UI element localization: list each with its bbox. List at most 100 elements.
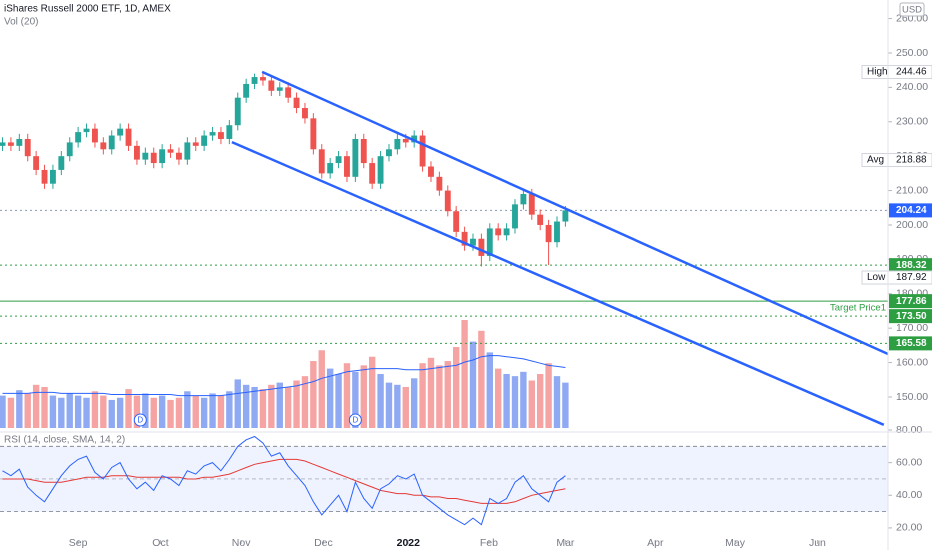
x-tick-label: Jun xyxy=(809,537,826,549)
candle-body xyxy=(58,156,65,170)
stat-value: 187.92 xyxy=(896,272,927,283)
volume-bar xyxy=(133,395,141,428)
candle-body xyxy=(201,135,208,146)
price-tag xyxy=(889,203,932,218)
price-tag-label: 173.50 xyxy=(896,311,927,322)
currency-box[interactable] xyxy=(899,2,925,17)
candle-body xyxy=(142,152,149,160)
rsi-tick-label: 80.00 xyxy=(896,424,922,436)
candle-body xyxy=(545,224,552,243)
candle-body xyxy=(428,166,434,177)
volume-bar xyxy=(0,395,6,428)
stat-box xyxy=(861,65,932,80)
y-tick-label: 210.00 xyxy=(896,184,928,196)
price-tag-label: 177.86 xyxy=(896,296,927,307)
volume-bar xyxy=(553,376,561,428)
candle-body xyxy=(276,87,283,91)
rsi-tick-label: 60.00 xyxy=(896,456,922,468)
candle-body xyxy=(293,97,300,109)
trend-channel-line xyxy=(231,140,885,426)
y-tick-label: 170.00 xyxy=(896,322,928,334)
volume-bar xyxy=(184,391,191,428)
volume-bar xyxy=(7,397,15,428)
volume-bar xyxy=(436,365,443,428)
x-tick-label: Oct xyxy=(152,537,168,549)
rsi-label: RSI (14, close, SMA, 14, 2) xyxy=(4,435,125,446)
volume-bar xyxy=(242,384,250,428)
volume-bar xyxy=(326,368,334,428)
candle-body xyxy=(100,142,107,150)
volume-bar xyxy=(410,378,418,428)
y-tick-label: 200.00 xyxy=(896,219,928,231)
volume-bar xyxy=(385,382,393,428)
x-tick-label: Apr xyxy=(647,537,664,549)
y-tick-label: 240.00 xyxy=(896,81,928,93)
candle-body xyxy=(167,149,174,153)
volume-bar xyxy=(469,341,477,428)
x-tick-label: Feb xyxy=(480,537,498,549)
candle-body xyxy=(24,138,31,157)
volume-bar xyxy=(192,395,199,428)
candle-body xyxy=(495,228,502,236)
candle-body xyxy=(251,77,258,84)
candle-body xyxy=(478,238,485,256)
candle-body xyxy=(302,108,308,119)
volume-bar xyxy=(226,391,233,428)
candle-body xyxy=(310,118,317,150)
stat-box xyxy=(861,153,932,168)
volume-bar xyxy=(520,371,527,428)
volume-bar xyxy=(537,374,544,428)
candle-body xyxy=(7,142,14,146)
x-tick-label: May xyxy=(725,537,746,549)
volume-bar xyxy=(402,386,409,428)
volume-bar xyxy=(58,397,65,428)
volume-label: Vol (20) xyxy=(4,17,38,28)
candle-body xyxy=(91,128,98,143)
stat-box xyxy=(861,270,932,285)
candle-body xyxy=(226,125,233,139)
dividend-label: D xyxy=(352,416,358,425)
candle-body xyxy=(520,194,527,205)
candle-body xyxy=(562,210,569,222)
stat-value: 218.88 xyxy=(896,155,927,166)
volume-bar xyxy=(318,350,325,428)
candle-body xyxy=(344,156,350,177)
candle-body xyxy=(133,145,140,160)
y-tick-label: 160.00 xyxy=(896,356,928,368)
price-tag xyxy=(889,294,932,309)
volume-bar xyxy=(66,393,73,428)
candle-body xyxy=(209,132,216,136)
volume-bar xyxy=(91,391,99,428)
volume-bar xyxy=(83,397,90,428)
volume-bar xyxy=(49,395,57,428)
volume-bar xyxy=(116,397,124,428)
stat-name: High xyxy=(867,67,888,78)
volume-bar xyxy=(158,395,166,428)
candle-body xyxy=(150,152,157,164)
dividend-label: D xyxy=(137,416,143,425)
volume-bar xyxy=(142,393,149,428)
candle-body xyxy=(192,142,199,146)
volume-bar xyxy=(310,361,317,428)
price-tag-label: 165.58 xyxy=(896,338,927,349)
stat-value: 244.46 xyxy=(896,67,927,78)
candle-body xyxy=(285,87,292,98)
volume-bar xyxy=(360,365,367,428)
volume-bar xyxy=(335,374,342,428)
candle-body xyxy=(66,142,73,157)
candle-body xyxy=(461,231,468,246)
dividend-marker xyxy=(348,413,362,427)
candle-body xyxy=(33,156,40,170)
candle-body xyxy=(176,152,182,160)
symbol-title: iShares Russell 2000 ETF, 1D, AMEX xyxy=(4,4,171,15)
rsi-tick-label: 20.00 xyxy=(896,522,922,534)
y-tick-label: 150.00 xyxy=(896,391,928,403)
candle-body xyxy=(394,138,401,150)
candle-body xyxy=(234,97,241,126)
volume-bar xyxy=(150,397,157,428)
currency[interactable]: USD xyxy=(902,5,922,16)
volume-ma xyxy=(2,355,566,397)
volume-bar xyxy=(427,357,435,428)
candle-body xyxy=(41,169,48,184)
